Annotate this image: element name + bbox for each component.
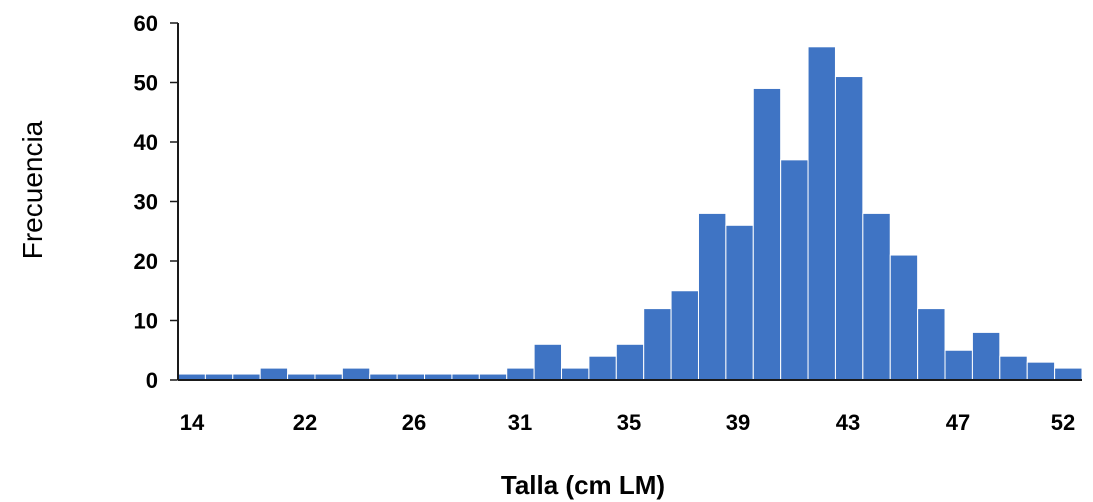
y-axis-label: Frecuencia <box>17 120 48 259</box>
y-tick-label: 50 <box>134 71 158 96</box>
y-tick-label: 40 <box>134 130 158 155</box>
histogram-bar <box>807 46 836 381</box>
histogram-bar <box>999 355 1028 381</box>
histogram-bar <box>643 308 672 381</box>
histogram-bar <box>697 212 727 381</box>
x-tick-label: 43 <box>836 410 860 435</box>
histogram-bar <box>670 290 699 381</box>
x-tick-label: 22 <box>293 410 317 435</box>
histogram-bar <box>341 367 371 381</box>
y-tick-label: 10 <box>134 309 158 334</box>
histogram-bar <box>944 349 973 381</box>
x-axis-ticks: 14 22 26 31 35 39 43 47 52 <box>180 410 1075 435</box>
histogram-bar <box>889 254 919 381</box>
x-axis-label: Talla (cm LM) <box>501 470 665 500</box>
y-tick-label: 0 <box>146 368 158 393</box>
y-tick-label: 30 <box>134 190 158 215</box>
histogram-bar <box>615 343 645 381</box>
histogram-bar <box>588 355 617 381</box>
histogram-bar <box>506 367 535 381</box>
bars <box>177 46 1083 381</box>
histogram-bar <box>1026 361 1056 381</box>
histogram-bar <box>862 212 891 381</box>
x-tick-label: 14 <box>180 410 205 435</box>
histogram-bar <box>780 159 809 381</box>
y-axis-ticks: 0 10 20 30 40 50 60 <box>134 11 178 393</box>
x-tick-label: 52 <box>1051 410 1075 435</box>
y-tick-label: 20 <box>134 249 158 274</box>
histogram-bar <box>1054 367 1083 381</box>
histogram-bar <box>259 367 289 381</box>
x-tick-label: 26 <box>402 410 426 435</box>
x-tick-label: 47 <box>946 410 970 435</box>
histogram-bar <box>971 331 1001 381</box>
histogram-bar <box>752 87 782 381</box>
x-tick-label: 31 <box>508 410 532 435</box>
histogram-bar <box>834 76 864 381</box>
histogram-bar <box>533 343 563 381</box>
x-tick-label: 39 <box>726 410 750 435</box>
histogram-bar <box>561 367 590 381</box>
histogram-bar <box>917 308 946 381</box>
y-tick-label: 60 <box>134 11 158 36</box>
histogram-bar <box>725 224 754 381</box>
x-tick-label: 35 <box>617 410 641 435</box>
